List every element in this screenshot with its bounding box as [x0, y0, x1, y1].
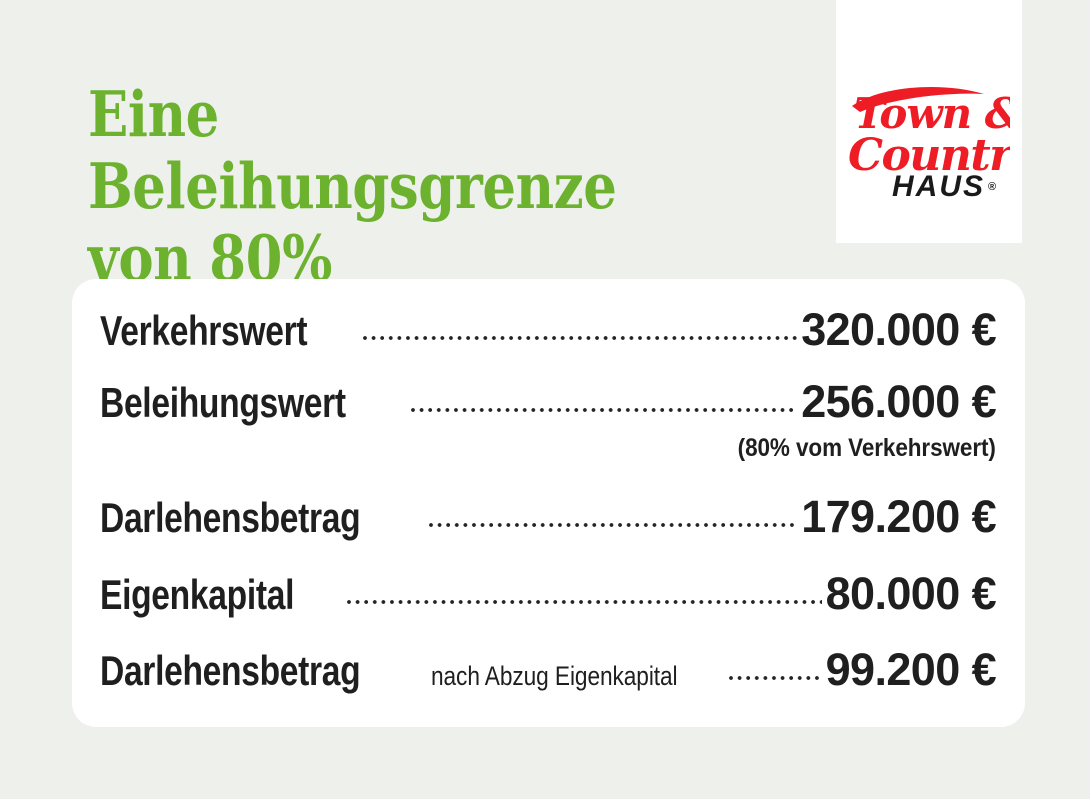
table-row: Verkehrswert 320.000 € [100, 304, 997, 355]
row-value: 256.000 € [801, 376, 996, 427]
brand-logo: Town & Country HAUS ® [836, 0, 1022, 243]
row-label: Eigenkapital [100, 571, 295, 618]
town-and-country-haus-logo-icon: Town & Country HAUS ® [848, 86, 1010, 203]
page-title: Eine Beleihungsgrenze von 80% [88, 77, 617, 295]
svg-text:HAUS: HAUS [892, 170, 985, 203]
table-row: Beleihungswert 256.000 € [100, 376, 997, 427]
row-label: Darlehensbetrag [100, 647, 361, 694]
row-label: Darlehensbetrag [100, 494, 361, 541]
dot-leader [363, 311, 798, 345]
svg-text:®: ® [988, 181, 996, 193]
row-value: 99.200 € [825, 644, 997, 695]
brand-logo-panel: Town & Country HAUS ® [836, 0, 1022, 243]
table-row: Darlehensbetrag nach Abzug Eigenkapital … [100, 644, 997, 695]
dot-leader [728, 651, 822, 685]
row-qualifier: nach Abzug Eigenkapital [431, 661, 678, 691]
row-value: 320.000 € [801, 304, 996, 355]
dot-leader [429, 498, 797, 532]
svg-text:Town &: Town & [854, 89, 1010, 138]
row-label: Verkehrswert [100, 307, 308, 354]
row-value: 179.200 € [801, 491, 996, 542]
svg-text:Country: Country [848, 130, 1010, 181]
dot-leader [411, 383, 798, 417]
dot-leader [346, 575, 822, 609]
row-value: 80.000 € [825, 568, 997, 619]
row-note: (80% vom Verkehrswert) [737, 434, 996, 462]
table-row: Eigenkapital 80.000 € [100, 568, 997, 619]
figures-card: Verkehrswert 320.000 € Beleihungswert 25… [72, 279, 1025, 727]
row-label: Beleihungswert [100, 379, 346, 426]
table-row: Darlehensbetrag 179.200 € [100, 491, 997, 542]
